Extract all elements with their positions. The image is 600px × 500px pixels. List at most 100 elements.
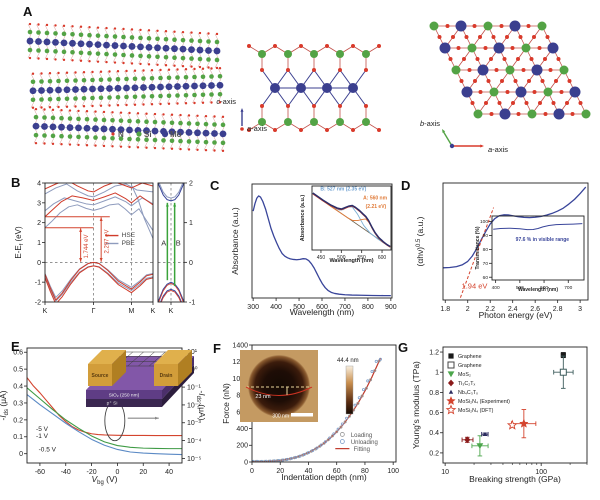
svg-text:600: 600 xyxy=(378,255,387,261)
svg-text:200: 200 xyxy=(236,443,248,450)
panel-label-f: F xyxy=(213,341,221,356)
svg-text:N: N xyxy=(118,130,124,139)
svg-text:10¹: 10¹ xyxy=(187,349,198,356)
svg-text:1: 1 xyxy=(435,370,439,377)
panel-chart-c_inset: 450 500 550 600 Wavelength (nm) Absorbance (a… xyxy=(300,185,392,264)
svg-text:97.6 % in visible range: 97.6 % in visible range xyxy=(516,237,570,243)
svg-text:23 nm: 23 nm xyxy=(255,394,271,400)
crystal-top-view xyxy=(429,20,591,120)
panel-label-d: D xyxy=(401,178,411,193)
svg-text:1: 1 xyxy=(189,220,193,227)
svg-text:4: 4 xyxy=(37,180,41,187)
svg-text:Fitting: Fitting xyxy=(354,447,370,453)
svg-text:Graphene: Graphene xyxy=(458,363,482,369)
svg-text:-40: -40 xyxy=(61,469,71,476)
svg-text:0: 0 xyxy=(19,451,23,458)
svg-text:-20: -20 xyxy=(87,469,97,476)
svg-text:40: 40 xyxy=(305,468,313,475)
crystal-3d-lattice xyxy=(26,22,227,153)
afm-colorbar: 44.4 nm xyxy=(337,358,359,415)
svg-text:Mo: Mo xyxy=(170,130,182,139)
transistor-schematic: Source Drain SiO₂ (250 nm) p⁺ Si xyxy=(86,350,194,407)
svg-text:Source: Source xyxy=(92,373,109,379)
svg-text:MoSi₂N₄ (Experiment): MoSi₂N₄ (Experiment) xyxy=(458,399,510,405)
svg-text:E-Ef (eV): E-Ef (eV) xyxy=(14,226,25,259)
svg-text:B: B xyxy=(176,239,181,248)
svg-text:10⁻⁵: 10⁻⁵ xyxy=(187,456,201,463)
svg-text:-Ids (μA): -Ids (μA) xyxy=(0,390,10,420)
svg-text:500: 500 xyxy=(293,304,305,311)
panel-label-b: B xyxy=(11,175,21,190)
svg-text:400: 400 xyxy=(270,304,282,311)
svg-text:0.6: 0.6 xyxy=(13,350,23,357)
svg-text:1.94 eV: 1.94 eV xyxy=(462,281,488,290)
svg-text:-2: -2 xyxy=(35,299,41,306)
svg-text:3: 3 xyxy=(37,200,41,207)
svg-text:K: K xyxy=(151,308,156,315)
svg-text:Wavelength (nm): Wavelength (nm) xyxy=(518,287,558,293)
svg-text:SiO₂ (250 nm): SiO₂ (250 nm) xyxy=(109,393,140,399)
svg-text:3: 3 xyxy=(578,306,582,313)
svg-text:PBE: PBE xyxy=(122,240,136,247)
svg-text:Γ: Γ xyxy=(92,308,96,315)
svg-text:10: 10 xyxy=(441,469,449,476)
svg-text:2.2: 2.2 xyxy=(485,306,495,313)
svg-text:Absorbance (a.u.): Absorbance (a.u.) xyxy=(300,195,306,242)
svg-text:-Ids (μA): -Ids (μA) xyxy=(195,390,207,420)
svg-text:Vbg (V): Vbg (V) xyxy=(92,474,118,486)
svg-text:10⁻⁴: 10⁻⁴ xyxy=(187,438,202,445)
svg-text:10⁻¹: 10⁻¹ xyxy=(187,385,201,392)
svg-text:0.2: 0.2 xyxy=(13,417,23,424)
svg-text:Breaking strength (GPa): Breaking strength (GPa) xyxy=(469,474,561,484)
svg-text:80: 80 xyxy=(483,247,489,253)
svg-text:44.4 nm: 44.4 nm xyxy=(337,358,359,364)
svg-text:Wavelength (nm): Wavelength (nm) xyxy=(290,307,355,317)
svg-text:700: 700 xyxy=(339,304,351,311)
svg-text:B: 527 nm (2.35 eV): B: 527 nm (2.35 eV) xyxy=(320,186,366,192)
panel-label-a: A xyxy=(23,4,33,19)
svg-text:p⁺ Si: p⁺ Si xyxy=(107,401,118,407)
svg-text:MoSi₂N₄ (DFT): MoSi₂N₄ (DFT) xyxy=(458,408,494,414)
svg-text:Transmittance (%): Transmittance (%) xyxy=(475,226,481,269)
svg-text:500: 500 xyxy=(337,255,346,261)
svg-text:40: 40 xyxy=(165,469,173,476)
svg-text:Graphene: Graphene xyxy=(458,354,482,360)
side-view-axes: c-axis a-axis xyxy=(216,97,267,133)
top-view-axes: b-axis a-axis xyxy=(420,119,508,154)
svg-text:300 nm: 300 nm xyxy=(272,414,289,420)
svg-text:400: 400 xyxy=(492,285,500,291)
svg-text:0: 0 xyxy=(115,469,119,476)
svg-text:Photon energy (eV): Photon energy (eV) xyxy=(479,310,553,320)
svg-text:0.4: 0.4 xyxy=(13,384,23,391)
svg-text:2: 2 xyxy=(466,306,470,313)
svg-text:0: 0 xyxy=(250,468,254,475)
svg-text:0.4: 0.4 xyxy=(429,430,439,437)
svg-text:450: 450 xyxy=(317,255,326,261)
svg-text:500: 500 xyxy=(516,285,524,291)
panel-chart-b_k: K -1 0 1 2 A B xyxy=(157,180,195,315)
svg-text:0.6: 0.6 xyxy=(429,410,439,417)
panel-a-structures: N Si Mo c-axis a-axis b-axis a-axis xyxy=(26,20,591,154)
atom-legend: N Si Mo xyxy=(111,130,182,139)
svg-text:0.3: 0.3 xyxy=(13,400,23,407)
svg-text:2.6: 2.6 xyxy=(530,306,540,313)
svg-text:1.2: 1.2 xyxy=(429,349,439,356)
svg-text:K: K xyxy=(43,308,48,315)
svg-text:HSE: HSE xyxy=(122,232,136,239)
panel-chart-g_modulus: 10 100 0.2 0.4 0.6 0.8 1 1.2 Breaking strength (… xyxy=(411,346,588,484)
crystal-side-view xyxy=(247,44,381,132)
svg-text:a-axis: a-axis xyxy=(488,145,508,154)
svg-text:-5 V: -5 V xyxy=(36,426,49,433)
svg-text:70: 70 xyxy=(483,261,489,267)
svg-text:Absorbance (a.u.): Absorbance (a.u.) xyxy=(230,207,240,275)
svg-text:Si: Si xyxy=(144,130,152,139)
svg-text:100: 100 xyxy=(387,468,399,475)
svg-text:800: 800 xyxy=(362,304,374,311)
svg-text:MoS₂: MoS₂ xyxy=(458,372,471,378)
svg-text:10⁻³: 10⁻³ xyxy=(187,420,201,427)
svg-text:A: A xyxy=(161,239,166,248)
panel-chart-c_main: 300 400 500 600 700 800 900 Wavelength (nm) Abso… xyxy=(230,183,397,317)
svg-text:-1: -1 xyxy=(35,280,41,287)
